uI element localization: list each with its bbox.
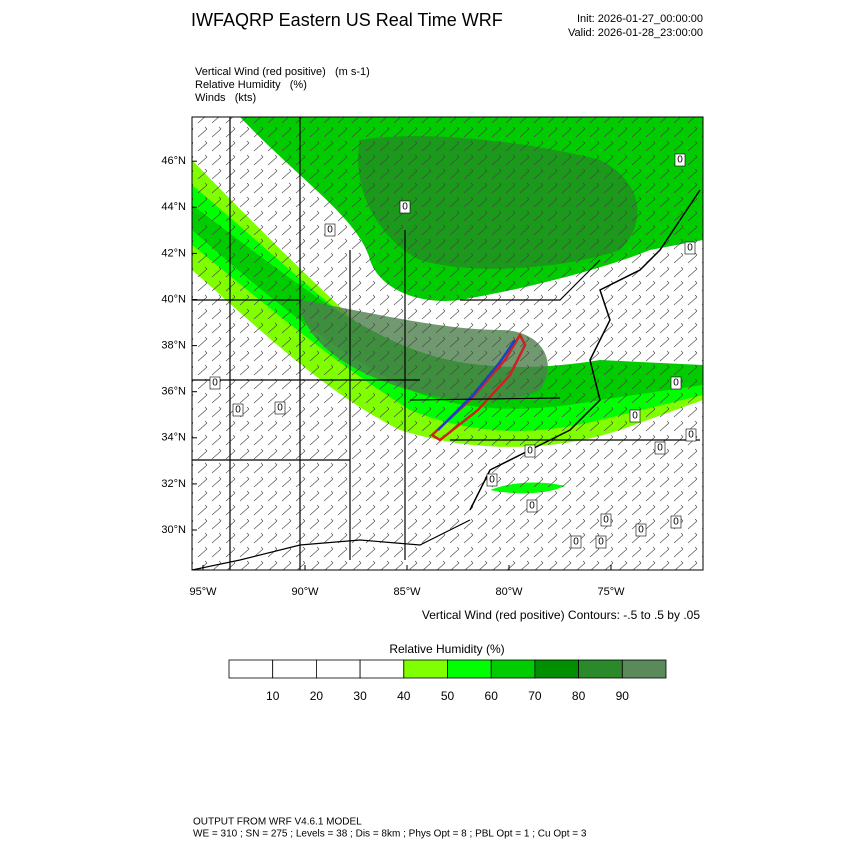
- colorbar-box: [228, 659, 274, 679]
- colorbar-label: 30: [353, 689, 367, 703]
- contour-label-box: [324, 223, 336, 237]
- contour-label: 0: [673, 517, 679, 528]
- contour-label: 0: [529, 501, 535, 512]
- lon-label: 90°W: [291, 586, 319, 598]
- contour-label-box: [629, 409, 641, 423]
- field-name: Vertical Wind (red positive) (m s-1): [195, 66, 370, 78]
- contour-label: 0: [277, 403, 283, 414]
- colorbar-box: [490, 659, 536, 679]
- lat-label: 46°N: [161, 155, 186, 167]
- colorbar-label: 10: [266, 689, 280, 703]
- footer-line: WE = 310 ; SN = 275 ; Levels = 38 ; Dis …: [193, 829, 587, 840]
- field-name: Relative Humidity (%): [195, 79, 307, 91]
- contour-label: 0: [638, 525, 644, 536]
- contour-label-box: [570, 535, 582, 549]
- footer-line: OUTPUT FROM WRF V4.6.1 MODEL: [193, 817, 362, 828]
- colorbar-box: [359, 659, 405, 679]
- lon-label: 95°W: [189, 586, 217, 598]
- contour-label: 0: [632, 411, 638, 422]
- lon-label: 80°W: [495, 586, 523, 598]
- contour-label: 0: [527, 446, 533, 457]
- lat-label: 42°N: [161, 247, 186, 259]
- colorbar-box: [403, 659, 448, 679]
- colorbar-box: [272, 659, 317, 679]
- contour-label-box: [595, 535, 607, 549]
- contour-label: 0: [688, 430, 694, 441]
- contour-label: 0: [489, 475, 495, 486]
- lat-label: 32°N: [161, 478, 186, 490]
- map-frame: [191, 116, 704, 571]
- colorbar-box: [447, 659, 492, 679]
- lat-label: 44°N: [161, 201, 186, 213]
- contour-label-box: [684, 241, 696, 255]
- field-list: Vertical Wind (red positive) (m s-1)Rela…: [195, 66, 370, 104]
- lon-label: 85°W: [393, 586, 421, 598]
- contour-label: 0: [212, 378, 218, 389]
- colorbar-label: 20: [310, 689, 324, 703]
- lat-label: 38°N: [161, 340, 186, 352]
- colorbar-label: 70: [528, 689, 542, 703]
- map-field: 0 0 0 0 0 0 0 0 0 0 0 0 0 0 0 0 0 0 0: [192, 117, 703, 570]
- colorbar-label: 80: [572, 689, 586, 703]
- contour-label: 0: [402, 202, 408, 213]
- valid-time: Valid: 2026-01-28_23:00:00: [568, 27, 703, 39]
- colorbar-box: [534, 659, 580, 679]
- lon-label: 75°W: [597, 586, 625, 598]
- colorbar-box: [578, 659, 623, 679]
- contour-note: Vertical Wind (red positive) Contours: -…: [422, 608, 700, 622]
- contour-label-box: [274, 401, 286, 415]
- contour-label-box: [674, 153, 686, 167]
- contour-label-box: [232, 403, 244, 417]
- lat-label: 36°N: [161, 386, 186, 398]
- contour-label: 0: [687, 243, 693, 254]
- contour-label-box: [635, 523, 647, 537]
- colorbar-label: 50: [441, 689, 455, 703]
- contour-label-box: [654, 441, 666, 455]
- contour-label: 0: [603, 515, 609, 526]
- contour-label-box: [524, 444, 536, 458]
- contour-label-box: [209, 376, 221, 390]
- contour-label-box: [399, 200, 411, 214]
- colorbar-label: 40: [397, 689, 411, 703]
- contour-label: 0: [673, 378, 679, 389]
- contour-label-box: [670, 515, 682, 529]
- contour-label-box: [526, 499, 538, 513]
- colorbar-title: Relative Humidity (%): [389, 642, 504, 656]
- colorbar-label: 60: [485, 689, 499, 703]
- contour-label: 0: [657, 443, 663, 454]
- contour-label: 0: [677, 155, 683, 166]
- lat-label: 34°N: [161, 432, 186, 444]
- colorbar-box: [621, 659, 667, 679]
- contour-label-box: [670, 376, 682, 390]
- colorbar-label: 90: [616, 689, 630, 703]
- contour-label-box: [600, 513, 612, 527]
- title: IWFAQRP Eastern US Real Time WRF: [191, 10, 503, 30]
- contour-label-box: [486, 473, 498, 487]
- contour-label-box: [685, 428, 697, 442]
- colorbar-box: [315, 659, 361, 679]
- contour-label: 0: [235, 405, 241, 416]
- contour-label: 0: [327, 225, 333, 236]
- init-time: Init: 2026-01-27_00:00:00: [577, 13, 703, 25]
- lat-label: 30°N: [161, 524, 186, 536]
- lat-label: 40°N: [161, 293, 186, 305]
- contour-label: 0: [573, 537, 579, 548]
- contour-label: 0: [598, 537, 604, 548]
- field-name: Winds (kts): [195, 92, 256, 104]
